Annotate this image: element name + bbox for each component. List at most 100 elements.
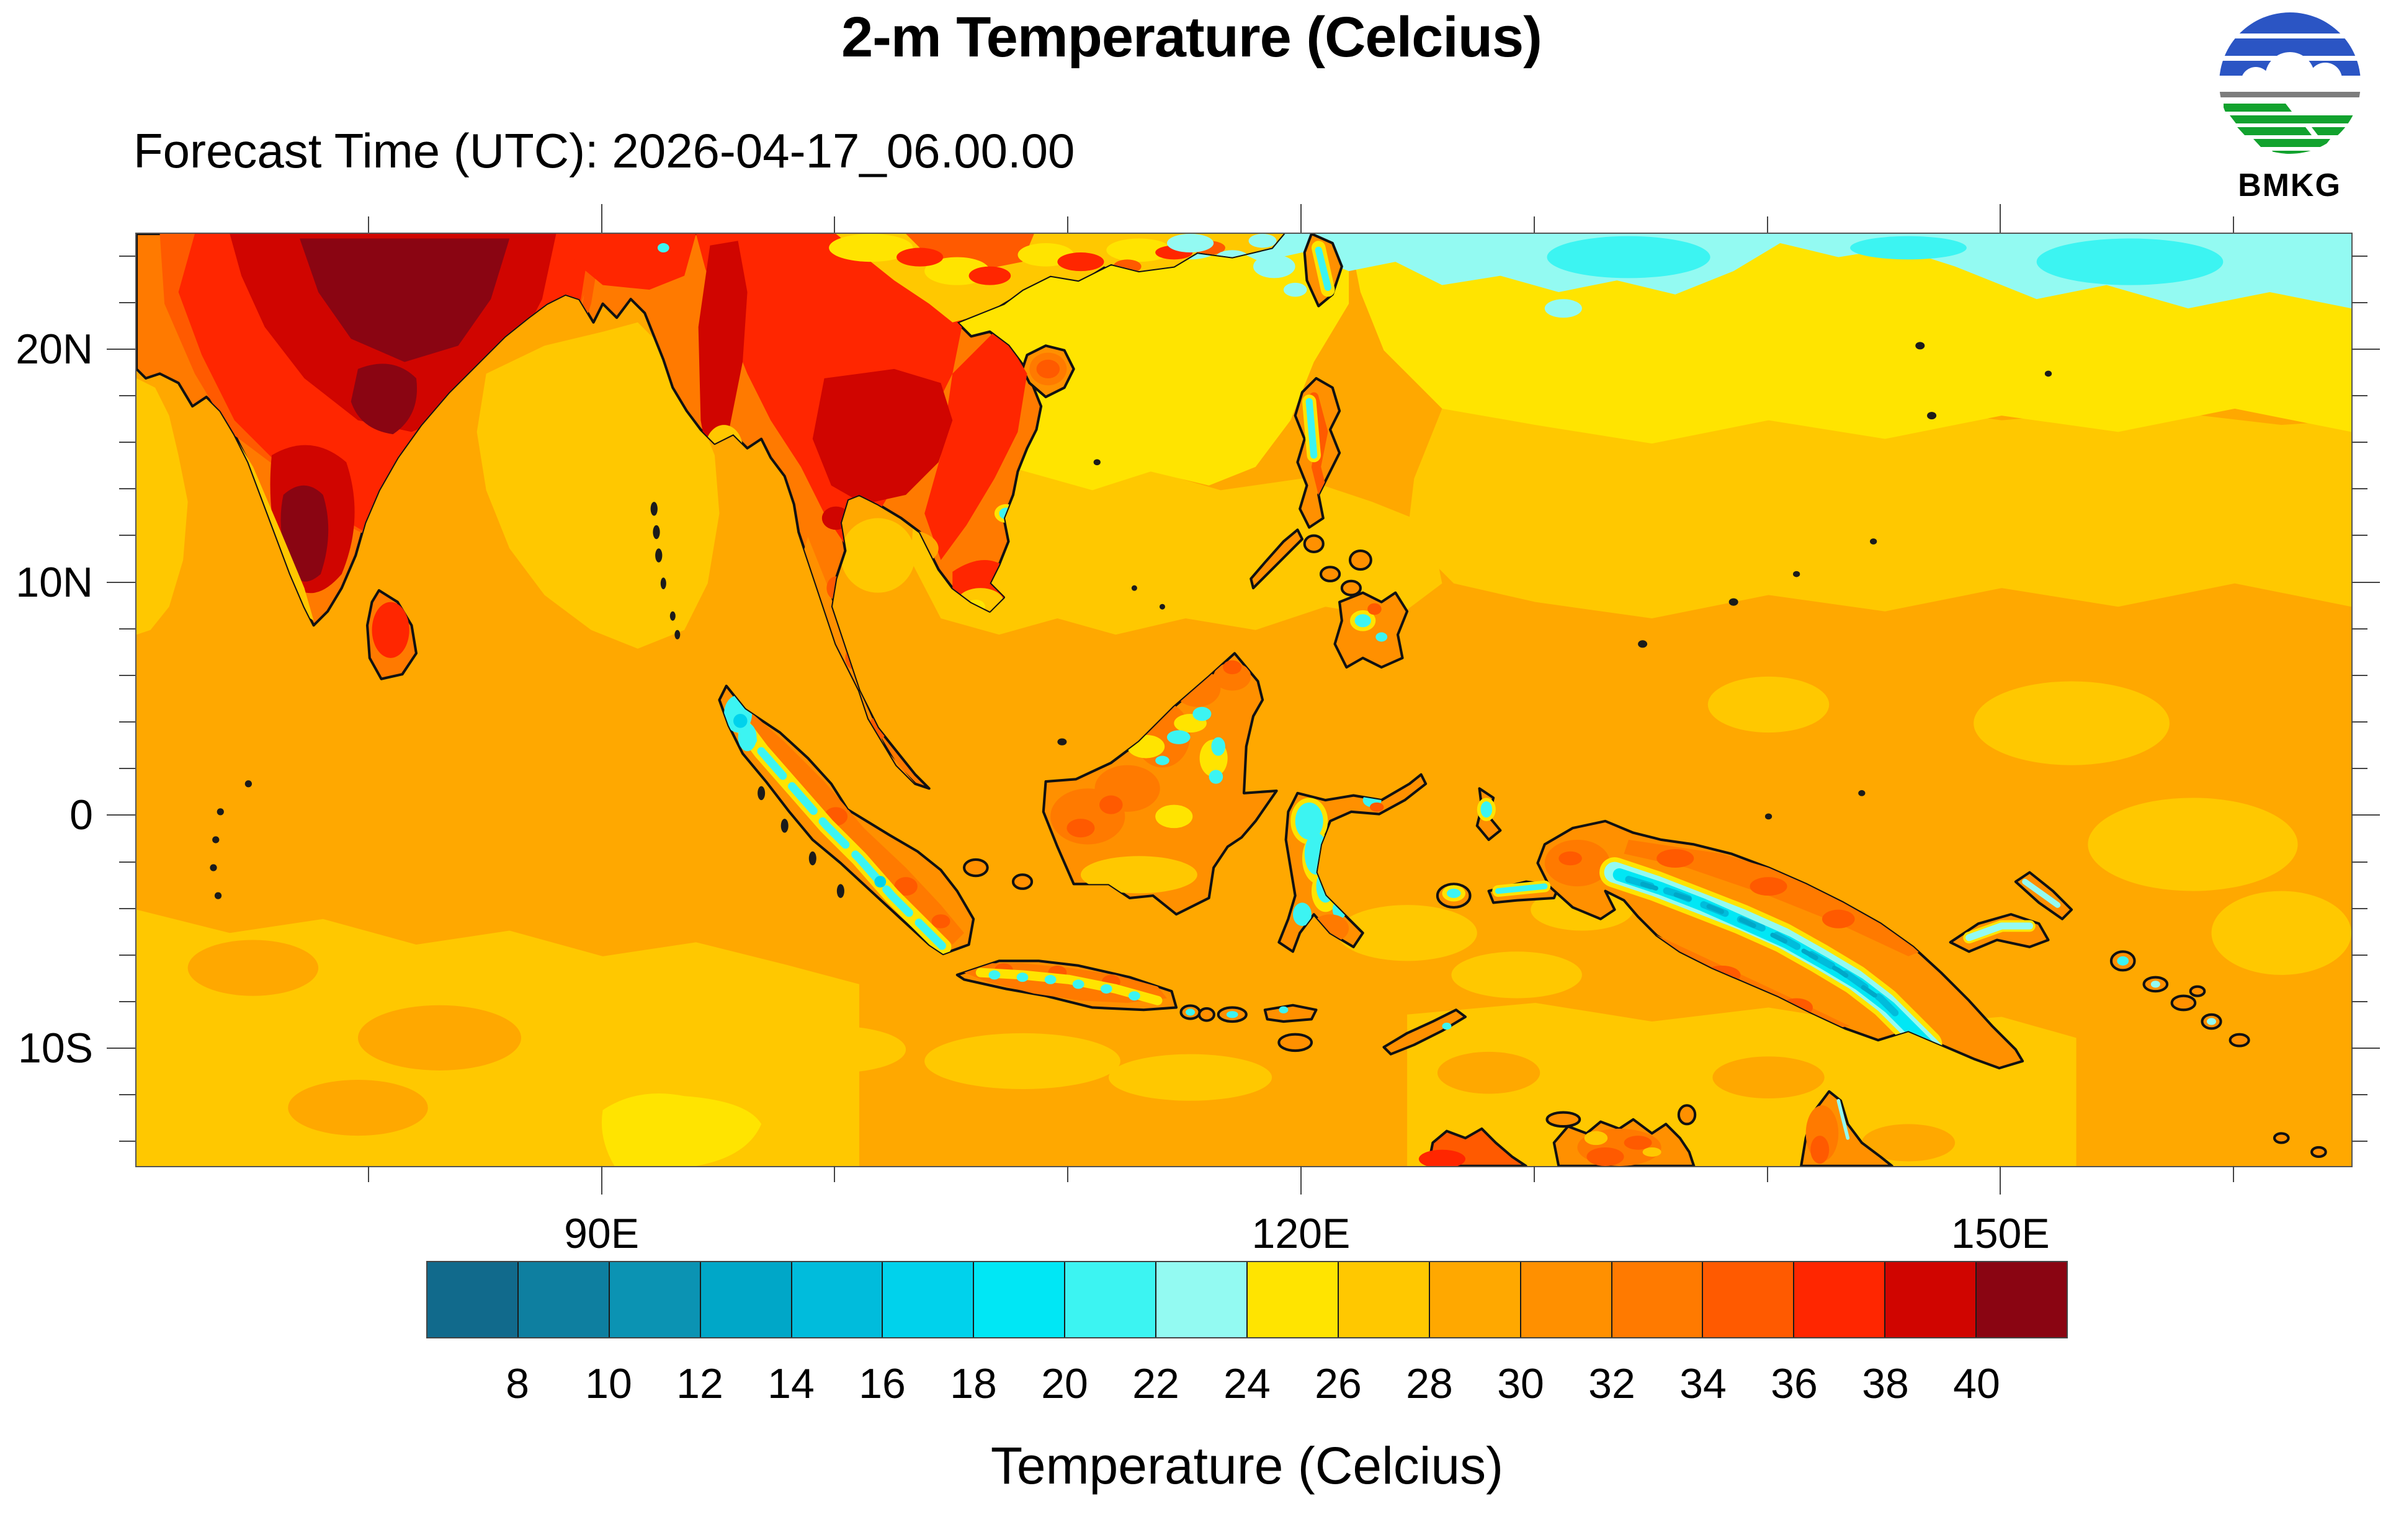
lat-minor-tick bbox=[119, 255, 135, 257]
lat-minor-tick bbox=[2351, 535, 2367, 536]
colorbar-cell-8 bbox=[1156, 1262, 1248, 1337]
temperature-map-canvas bbox=[136, 234, 2351, 1166]
coastline-solomon-2 bbox=[2170, 994, 2197, 1012]
lon-minor-tick bbox=[1766, 216, 1768, 233]
colorbar-cell-15 bbox=[1794, 1262, 1886, 1337]
lat-major-tick bbox=[2351, 581, 2380, 583]
colorbar-tick-label: 10 bbox=[585, 1360, 632, 1407]
forecast-time-label: Forecast Time (UTC): 2026-04-17_06.00.00 bbox=[133, 123, 1075, 178]
colorbar-tick-label: 18 bbox=[950, 1360, 997, 1407]
coastline-groote bbox=[1677, 1104, 1697, 1126]
lon-axis-label: 90E bbox=[564, 1210, 640, 1257]
lat-major-tick bbox=[107, 348, 135, 350]
coastline-flores bbox=[1263, 1004, 1318, 1023]
coastline-mindoro bbox=[1303, 534, 1325, 553]
lon-minor-tick bbox=[2233, 216, 2235, 233]
lat-minor-tick bbox=[2351, 768, 2367, 770]
colorbar-cell-11 bbox=[1429, 1262, 1521, 1337]
lat-minor-tick bbox=[2351, 301, 2367, 303]
lat-minor-tick bbox=[119, 907, 135, 909]
coastline-belitung bbox=[1011, 873, 1034, 890]
colorbar-tick-label: 8 bbox=[506, 1360, 529, 1407]
lat-minor-tick bbox=[2351, 674, 2367, 676]
lat-minor-tick bbox=[119, 721, 135, 723]
colorbar-cell-14 bbox=[1703, 1262, 1795, 1337]
colorbar-cell-4 bbox=[792, 1262, 883, 1337]
colorbar-tick-label: 38 bbox=[1862, 1360, 1909, 1407]
lat-major-tick bbox=[107, 814, 135, 816]
lat-minor-tick bbox=[2351, 861, 2367, 863]
coastline-palawan bbox=[1250, 528, 1304, 590]
colorbar-cell-5 bbox=[883, 1262, 975, 1337]
colorbar-cell-10 bbox=[1338, 1262, 1430, 1337]
lat-minor-tick bbox=[119, 535, 135, 536]
lon-minor-tick bbox=[367, 216, 369, 233]
coastline-solomon-5 bbox=[2189, 985, 2206, 997]
coastline-solomon-4 bbox=[2229, 1033, 2250, 1048]
coastline-visayas-1 bbox=[1319, 566, 1341, 582]
lat-minor-tick bbox=[2351, 1000, 2367, 1002]
colorbar-tick-label: 12 bbox=[676, 1360, 723, 1407]
lat-major-tick bbox=[2351, 1048, 2380, 1049]
lon-major-tick bbox=[1300, 204, 1302, 233]
lat-axis-label: 10N bbox=[16, 558, 93, 606]
colorbar-tick-label: 26 bbox=[1315, 1360, 1362, 1407]
coastline-tiwi bbox=[1545, 1111, 1581, 1128]
lat-minor-tick bbox=[119, 442, 135, 443]
lon-minor-tick bbox=[367, 1166, 369, 1182]
lat-major-tick bbox=[2351, 814, 2380, 816]
coastline-timor bbox=[1382, 1008, 1467, 1056]
bmkg-logo-label: BMKG bbox=[2238, 167, 2341, 203]
colorbar-cell-16 bbox=[1885, 1262, 1977, 1337]
colorbar-tick-label: 30 bbox=[1497, 1360, 1544, 1407]
lat-minor-tick bbox=[119, 954, 135, 956]
colorbar-cell-6 bbox=[974, 1262, 1066, 1337]
colorbar-cell-2 bbox=[609, 1262, 701, 1337]
coastline-sumba bbox=[1277, 1033, 1313, 1053]
lat-minor-tick bbox=[119, 768, 135, 770]
lat-minor-tick bbox=[119, 1141, 135, 1142]
lat-minor-tick bbox=[2351, 907, 2367, 909]
lat-major-tick bbox=[107, 1048, 135, 1049]
lat-minor-tick bbox=[119, 488, 135, 490]
lat-minor-tick bbox=[2351, 442, 2367, 443]
temperature-map[interactable] bbox=[135, 233, 2353, 1167]
lat-axis-label: 20N bbox=[16, 325, 93, 373]
coastline-lombok bbox=[1197, 1007, 1215, 1022]
lat-minor-tick bbox=[2351, 488, 2367, 490]
lat-minor-tick bbox=[119, 301, 135, 303]
lon-minor-tick bbox=[834, 216, 836, 233]
lon-major-tick bbox=[2000, 1166, 2001, 1195]
coastline-samar bbox=[1348, 549, 1372, 571]
colorbar-cell-0 bbox=[427, 1262, 519, 1337]
lon-minor-tick bbox=[1067, 1166, 1069, 1182]
lon-minor-tick bbox=[1533, 1166, 1535, 1182]
colorbar-tick-label: 20 bbox=[1041, 1360, 1088, 1407]
lat-major-tick bbox=[2351, 348, 2380, 350]
lat-minor-tick bbox=[2351, 721, 2367, 723]
page-title: 2-m Temperature (Celcius) bbox=[841, 6, 1542, 69]
lat-minor-tick bbox=[2351, 1094, 2367, 1096]
lon-axis-label: 120E bbox=[1251, 1210, 1351, 1257]
lon-minor-tick bbox=[1766, 1166, 1768, 1182]
lat-major-tick bbox=[107, 581, 135, 583]
lat-minor-tick bbox=[119, 395, 135, 397]
lat-minor-tick bbox=[2351, 255, 2367, 257]
colorbar-cell-12 bbox=[1521, 1262, 1612, 1337]
colorbar-cell-13 bbox=[1612, 1262, 1704, 1337]
bmkg-logo: BMKG bbox=[2201, 7, 2378, 204]
colorbar-caption: Temperature (Celcius) bbox=[990, 1436, 1504, 1495]
lon-major-tick bbox=[2000, 204, 2001, 233]
lat-minor-tick bbox=[2351, 395, 2367, 397]
lon-axis-label: 150E bbox=[1951, 1210, 2050, 1257]
colorbar-tick-label: 16 bbox=[859, 1360, 906, 1407]
land-temperature-shading bbox=[159, 234, 2217, 1166]
colorbar bbox=[426, 1261, 2068, 1338]
coastline-island-southeast-1 bbox=[2273, 1132, 2290, 1144]
colorbar-tick-label: 14 bbox=[767, 1360, 815, 1407]
colorbar-cell-17 bbox=[1977, 1262, 2067, 1337]
lon-major-tick bbox=[601, 1166, 602, 1195]
colorbar-tick-label: 32 bbox=[1588, 1360, 1635, 1407]
lat-minor-tick bbox=[119, 1094, 135, 1096]
lat-minor-tick bbox=[119, 628, 135, 630]
